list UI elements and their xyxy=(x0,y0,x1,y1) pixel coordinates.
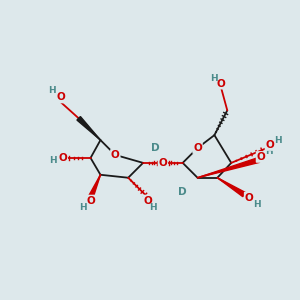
Text: O: O xyxy=(193,143,202,153)
Polygon shape xyxy=(218,178,245,197)
Text: D: D xyxy=(151,143,159,153)
Text: H: H xyxy=(274,136,282,145)
Text: H: H xyxy=(265,148,273,157)
Text: O: O xyxy=(158,158,167,168)
Text: O: O xyxy=(86,196,95,206)
Text: O: O xyxy=(217,79,226,88)
Text: H: H xyxy=(48,86,56,95)
Text: D: D xyxy=(178,187,187,196)
Text: O: O xyxy=(58,153,67,163)
Text: H: H xyxy=(49,156,57,165)
Polygon shape xyxy=(77,116,100,140)
Text: O: O xyxy=(245,193,254,202)
Text: H: H xyxy=(149,203,157,212)
Text: H: H xyxy=(79,203,86,212)
Polygon shape xyxy=(88,175,100,199)
Polygon shape xyxy=(198,158,260,178)
Text: O: O xyxy=(111,150,120,160)
Text: O: O xyxy=(256,152,265,162)
Text: H: H xyxy=(211,74,218,83)
Text: H: H xyxy=(253,200,261,209)
Text: O: O xyxy=(266,140,274,150)
Text: O: O xyxy=(144,196,152,206)
Text: O: O xyxy=(56,92,65,103)
